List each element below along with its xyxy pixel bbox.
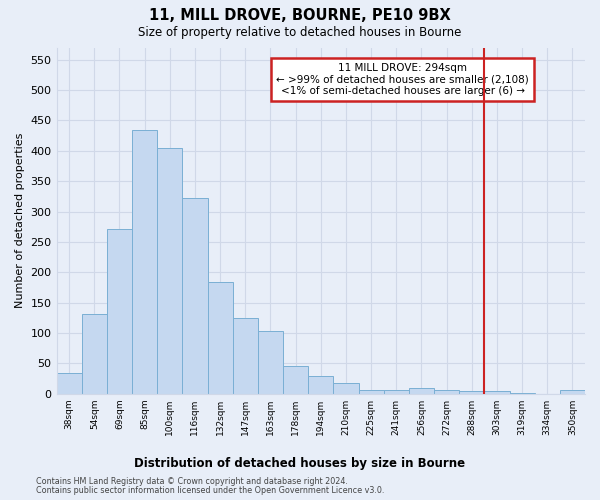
Bar [182, 198, 208, 394]
Bar [509, 392, 535, 394]
Bar [107, 228, 132, 394]
Bar [208, 282, 233, 394]
Bar [82, 314, 107, 394]
Y-axis label: Number of detached properties: Number of detached properties [15, 133, 25, 308]
Bar [459, 392, 484, 394]
Bar [56, 372, 82, 394]
Bar [258, 330, 283, 394]
Bar [383, 390, 409, 394]
Bar [233, 318, 258, 394]
Bar [484, 392, 509, 394]
Text: Contains HM Land Registry data © Crown copyright and database right 2024.: Contains HM Land Registry data © Crown c… [36, 477, 348, 486]
Bar [132, 130, 157, 394]
Text: Size of property relative to detached houses in Bourne: Size of property relative to detached ho… [139, 26, 461, 39]
Bar [359, 390, 383, 394]
Bar [560, 390, 585, 394]
Text: 11 MILL DROVE: 294sqm
← >99% of detached houses are smaller (2,108)
<1% of semi-: 11 MILL DROVE: 294sqm ← >99% of detached… [277, 63, 529, 96]
Bar [334, 383, 359, 394]
Text: Contains public sector information licensed under the Open Government Licence v3: Contains public sector information licen… [36, 486, 385, 495]
Bar [409, 388, 434, 394]
Bar [308, 376, 334, 394]
Text: Distribution of detached houses by size in Bourne: Distribution of detached houses by size … [134, 458, 466, 470]
Bar [157, 148, 182, 394]
Bar [434, 390, 459, 394]
Text: 11, MILL DROVE, BOURNE, PE10 9BX: 11, MILL DROVE, BOURNE, PE10 9BX [149, 8, 451, 22]
Bar [283, 366, 308, 394]
